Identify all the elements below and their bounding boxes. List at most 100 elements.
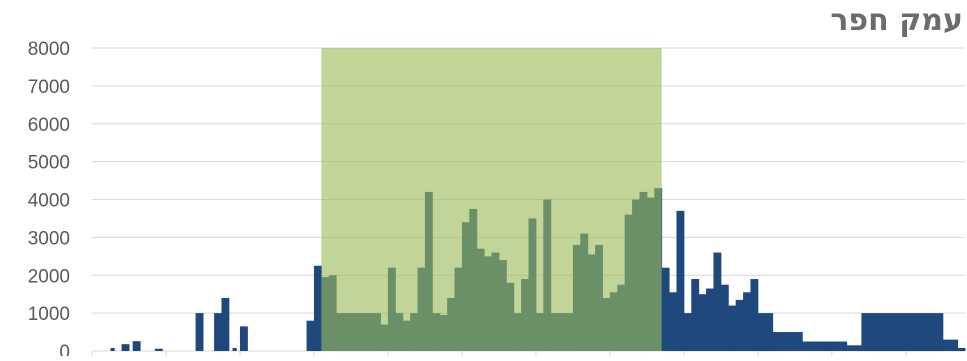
highlight-band [321, 48, 662, 351]
bar [850, 345, 855, 351]
bar [776, 332, 781, 351]
bar [310, 320, 315, 351]
x-axis-ticks [91, 351, 907, 357]
bar [891, 313, 896, 352]
bar [720, 284, 726, 351]
chart-title: עמק חפר [830, 3, 963, 38]
bar [125, 344, 130, 351]
bar [728, 305, 733, 351]
bar [898, 313, 903, 352]
bar [868, 313, 874, 352]
bar [887, 313, 892, 352]
bar [942, 339, 948, 351]
bar [132, 341, 137, 351]
bar [872, 313, 877, 352]
bar [846, 345, 851, 351]
bar [306, 320, 311, 351]
bar [750, 279, 755, 351]
bar [905, 313, 911, 352]
bar [950, 339, 955, 351]
bar [783, 332, 788, 351]
bar [706, 288, 711, 351]
y-tick-label: 2000 [28, 266, 70, 287]
bar [717, 252, 722, 351]
bar [883, 313, 888, 352]
y-tick-label: 3000 [28, 228, 70, 249]
bar [214, 313, 219, 352]
bar [217, 313, 222, 352]
bar [225, 297, 230, 351]
bar [865, 313, 870, 352]
bar [920, 313, 925, 352]
bar [876, 313, 881, 352]
bar [791, 332, 796, 351]
bar [698, 294, 703, 351]
bar [835, 341, 840, 351]
bar [820, 341, 825, 351]
bar [680, 210, 685, 351]
bar [772, 332, 777, 351]
bar [879, 313, 885, 352]
bar [243, 326, 248, 351]
bar [909, 313, 914, 352]
bar [916, 313, 922, 352]
bar [894, 313, 899, 352]
bar [317, 265, 322, 351]
bar [136, 341, 141, 351]
bar [961, 347, 966, 351]
bar [158, 348, 163, 351]
bar [154, 348, 160, 351]
bar [839, 341, 844, 351]
bar [687, 313, 692, 352]
bar [946, 339, 951, 351]
bar [828, 341, 833, 351]
bar [739, 299, 744, 351]
bar [957, 347, 962, 351]
bar [798, 332, 803, 351]
bar [913, 313, 918, 352]
y-tick-label: 1000 [28, 304, 70, 325]
bar [754, 279, 759, 351]
bar [765, 313, 770, 352]
bar [110, 347, 115, 351]
bar [702, 294, 707, 351]
bar [735, 299, 740, 351]
bar [842, 341, 848, 351]
bar [931, 313, 936, 352]
bar [199, 313, 204, 352]
bar [669, 292, 674, 351]
bar [239, 326, 245, 351]
bar [661, 267, 666, 351]
bar [861, 313, 866, 352]
bar [787, 332, 792, 351]
bar [221, 297, 226, 351]
bar [724, 284, 729, 351]
bar [854, 345, 859, 351]
bar [939, 313, 944, 352]
bar [672, 292, 677, 351]
bar [802, 341, 807, 351]
y-tick-label: 0 [59, 342, 70, 356]
bar [665, 267, 670, 351]
bar [953, 339, 959, 351]
bar [813, 341, 818, 351]
bar [817, 341, 822, 351]
highlight-band-layer [321, 48, 662, 351]
y-axis-tick-labels: 0 1000 2000 3000 4000 5000 6000 7000 8000 [28, 39, 70, 361]
y-tick-label: 5000 [28, 153, 70, 174]
bar [683, 313, 689, 352]
bar [694, 279, 700, 351]
bar [691, 279, 696, 351]
bar [313, 265, 319, 351]
bar [928, 313, 933, 352]
bar [746, 292, 751, 351]
bar [924, 313, 929, 352]
bar [794, 332, 800, 351]
bar [857, 345, 862, 351]
bar [809, 341, 814, 351]
bar [731, 305, 737, 351]
bar [761, 313, 766, 352]
y-tick-label: 4000 [28, 191, 70, 212]
